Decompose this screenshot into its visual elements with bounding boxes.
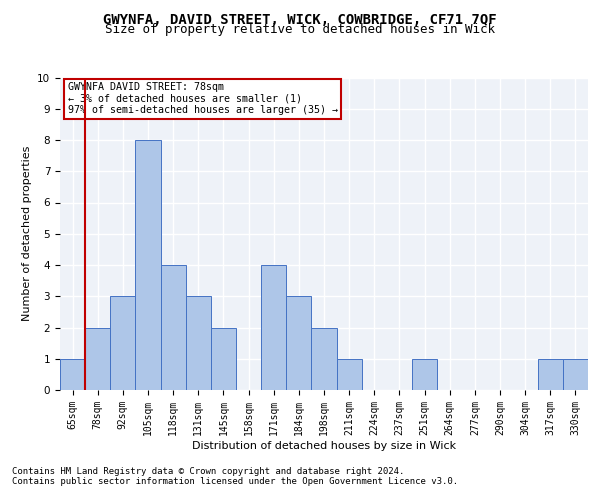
Bar bbox=[412, 359, 437, 390]
Bar bbox=[337, 359, 362, 390]
Bar bbox=[311, 328, 337, 390]
Bar bbox=[538, 359, 563, 390]
Bar bbox=[60, 359, 85, 390]
Bar bbox=[286, 296, 311, 390]
Text: Contains public sector information licensed under the Open Government Licence v3: Contains public sector information licen… bbox=[12, 477, 458, 486]
Bar bbox=[85, 328, 110, 390]
Bar bbox=[161, 265, 186, 390]
X-axis label: Distribution of detached houses by size in Wick: Distribution of detached houses by size … bbox=[192, 440, 456, 450]
Bar bbox=[211, 328, 236, 390]
Y-axis label: Number of detached properties: Number of detached properties bbox=[22, 146, 32, 322]
Text: GWYNFA, DAVID STREET, WICK, COWBRIDGE, CF71 7QF: GWYNFA, DAVID STREET, WICK, COWBRIDGE, C… bbox=[103, 12, 497, 26]
Bar bbox=[136, 140, 161, 390]
Text: Contains HM Land Registry data © Crown copyright and database right 2024.: Contains HM Land Registry data © Crown c… bbox=[12, 467, 404, 476]
Bar bbox=[563, 359, 588, 390]
Bar bbox=[261, 265, 286, 390]
Bar bbox=[110, 296, 136, 390]
Text: Size of property relative to detached houses in Wick: Size of property relative to detached ho… bbox=[105, 22, 495, 36]
Bar bbox=[186, 296, 211, 390]
Text: GWYNFA DAVID STREET: 78sqm
← 3% of detached houses are smaller (1)
97% of semi-d: GWYNFA DAVID STREET: 78sqm ← 3% of detac… bbox=[68, 82, 338, 116]
